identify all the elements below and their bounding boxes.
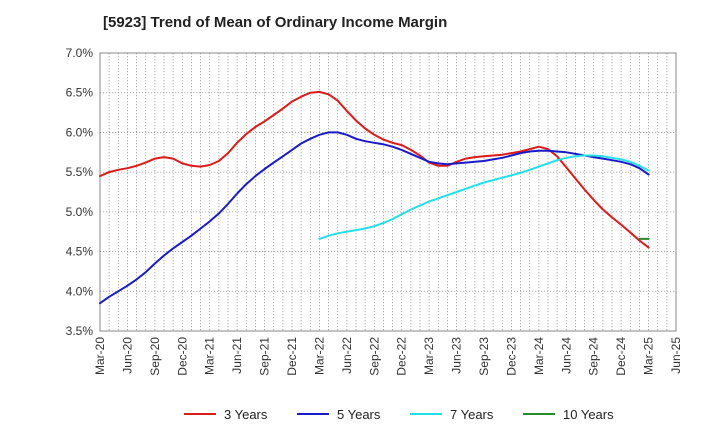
- x-tick-label: Jun-25: [669, 337, 683, 374]
- y-tick-label: 6.0%: [66, 125, 94, 139]
- chart-title: [5923] Trend of Mean of Ordinary Income …: [103, 14, 448, 31]
- y-tick-label: 7.0%: [66, 46, 94, 60]
- y-tick-label: 4.5%: [66, 245, 94, 259]
- x-tick-label: Mar-25: [642, 337, 656, 375]
- series-line-7-years: [318, 154, 650, 240]
- plot-area: [100, 53, 676, 331]
- series-line-3-years: [99, 90, 650, 249]
- legend-label: 7 Years: [450, 407, 494, 422]
- plot-frame: [99, 52, 677, 332]
- series-line-5-years: [99, 131, 650, 305]
- x-tick-label: Dec-22: [395, 337, 409, 376]
- x-tick-label: Dec-24: [614, 337, 628, 376]
- x-tick-label: Mar-23: [422, 337, 436, 375]
- x-tick-label: Sep-23: [477, 337, 491, 376]
- x-tick-label: Jun-21: [230, 337, 244, 374]
- grid-layer: [99, 52, 677, 332]
- x-tick-label: Jun-23: [450, 337, 464, 374]
- legend-layer: 3 Years 5 Years 7 Years 10 Years: [184, 407, 614, 422]
- x-tick-label: Jun-22: [340, 337, 354, 374]
- series-layer: [99, 90, 650, 305]
- x-tick-label: Mar-24: [532, 337, 546, 375]
- x-tick-label: Dec-23: [504, 337, 518, 376]
- legend-label: 3 Years: [224, 407, 268, 422]
- y-tick-label: 4.0%: [66, 284, 94, 298]
- x-tick-label: Jun-24: [559, 337, 573, 374]
- x-tick-label: Mar-22: [312, 337, 326, 375]
- x-tick-label: Sep-24: [587, 337, 601, 376]
- legend-label: 5 Years: [337, 407, 381, 422]
- y-tick-label: 6.5%: [66, 86, 94, 100]
- y-tick-label: 3.5%: [66, 324, 94, 338]
- x-tick-label: Jun-20: [120, 337, 134, 374]
- x-tick-label: Sep-21: [258, 337, 272, 376]
- x-tick-label: Sep-20: [148, 337, 162, 376]
- axis-layer: 3.5% 4.0% 4.5% 5.0% 5.5% 6.0% 6.5% 7.0% Mar-20 Ju…: [66, 46, 683, 376]
- y-tick-label: 5.5%: [66, 165, 94, 179]
- x-tick-label: Dec-20: [175, 337, 189, 376]
- x-tick-label: Mar-20: [93, 337, 107, 375]
- legend-label: 10 Years: [563, 407, 614, 422]
- x-tick-label: Mar-21: [203, 337, 217, 375]
- x-tick-label: Dec-21: [285, 337, 299, 376]
- y-tick-label: 5.0%: [66, 205, 94, 219]
- x-tick-label: Sep-22: [367, 337, 381, 376]
